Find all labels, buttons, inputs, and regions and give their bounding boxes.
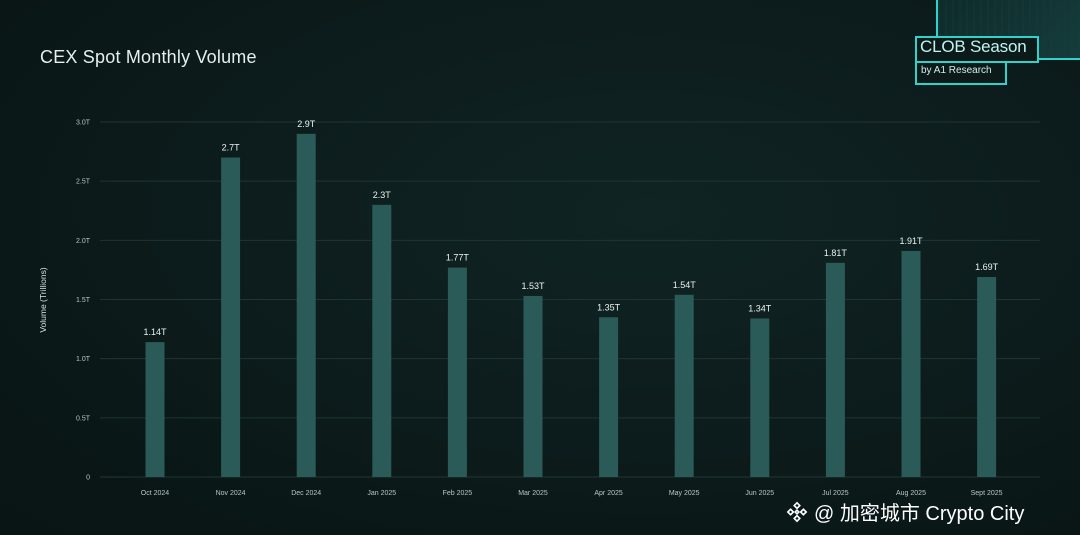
y-axis-ticks: 0 0.5T 1.0T 1.5T 2.0T 2.5T 3.0T	[76, 120, 91, 482]
x-tick-label: Feb 2025	[443, 490, 473, 497]
chart-title: CEX Spot Monthly Volume	[40, 47, 257, 67]
x-tick-label: Dec 2024	[291, 490, 321, 497]
x-tick-label: Nov 2024	[216, 490, 246, 497]
x-axis-ticks: Oct 2024 Nov 2024 Dec 2024 Jan 2025 Feb 2025…	[141, 490, 1003, 497]
y-tick-label: 1.5T	[76, 297, 91, 304]
bar-value-label: 2.9T	[297, 119, 316, 129]
y-tick-label: 0.5T	[76, 415, 91, 422]
bar	[825, 262, 845, 477]
binance-diamond-icon	[786, 501, 808, 522]
bar-value-label: 1.34T	[748, 303, 772, 313]
bar	[296, 133, 316, 478]
bar-value-label: 1.91T	[899, 236, 923, 246]
x-tick-label: Apr 2025	[594, 490, 623, 497]
x-tick-label: Jul 2025	[822, 490, 849, 497]
bar-value-label: 1.77T	[446, 253, 470, 263]
brand-subtitle-box	[915, 61, 1007, 85]
y-tick-label: 2.5T	[76, 179, 91, 186]
bar	[447, 267, 467, 477]
y-axis-label: Volume (Trillions)	[38, 267, 48, 333]
brand-title: CLOB Season	[920, 37, 1027, 56]
x-tick-label: Mar 2025	[518, 490, 548, 497]
bar	[145, 342, 165, 477]
y-tick-label: 2.0T	[76, 238, 91, 245]
bar	[221, 157, 241, 477]
bar	[674, 294, 694, 477]
y-tick-label: 0	[86, 475, 90, 482]
bar-value-label: 1.69T	[975, 262, 999, 272]
x-tick-label: Sept 2025	[971, 490, 1003, 497]
bar	[599, 317, 619, 477]
bars	[145, 133, 997, 478]
bar	[372, 204, 392, 478]
bar	[977, 277, 997, 477]
grid-lines	[100, 121, 1040, 478]
x-tick-label: Jan 2025	[367, 490, 396, 497]
bar-value-labels: 1.14T 2.7T 2.9T 2.3T 1.77T 1.53T 1.35T 1.54T 1.3…	[143, 119, 998, 337]
bar	[523, 295, 543, 477]
x-tick-label: Oct 2024	[141, 490, 170, 497]
bar-value-label: 1.35T	[597, 302, 621, 312]
brand-subtitle: by A1 Research	[921, 65, 992, 76]
x-tick-label: Aug 2025	[896, 490, 926, 497]
bar-value-label: 1.53T	[521, 281, 545, 291]
y-tick-label: 3.0T	[76, 120, 91, 127]
bar-value-label: 1.54T	[673, 280, 697, 290]
watermark-text: @ 加密城市 Crypto City	[814, 503, 1025, 525]
x-tick-label: May 2025	[669, 490, 700, 497]
bar-value-label: 2.7T	[222, 143, 241, 153]
watermark: @ 加密城市 Crypto City	[786, 497, 1024, 526]
bar	[750, 318, 770, 477]
y-tick-label: 1.0T	[76, 356, 91, 363]
bar-value-label: 1.81T	[824, 248, 848, 258]
bar	[901, 250, 921, 477]
bar-value-label: 1.14T	[143, 327, 167, 337]
x-tick-label: Jun 2025	[745, 490, 774, 497]
bar-value-label: 2.3T	[373, 190, 392, 200]
